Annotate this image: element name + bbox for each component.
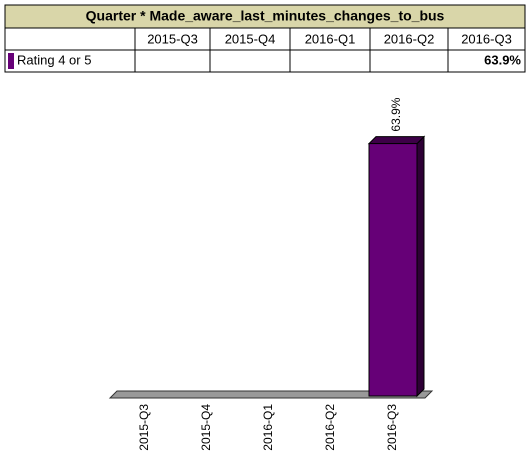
- x-tick-label: 2016-Q2: [323, 404, 337, 451]
- x-tick-label: 2016-Q1: [261, 404, 275, 451]
- bar-side: [416, 135, 425, 398]
- x-tick-label: 2016-Q3: [385, 404, 399, 451]
- x-tick-label: 2015-Q4: [199, 404, 213, 451]
- table-header: 2016-Q2: [384, 31, 435, 46]
- chart-title: Quarter * Made_aware_last_minutes_change…: [86, 8, 445, 24]
- table-header: 2016-Q3: [461, 31, 512, 46]
- floor: [108, 390, 434, 399]
- bar: [368, 143, 418, 397]
- bar-top: [367, 136, 426, 145]
- x-tick-label: 2015-Q3: [137, 404, 151, 451]
- legend-swatch: [8, 53, 14, 69]
- legend-label: Rating 4 or 5: [17, 52, 91, 67]
- table-header: 2016-Q1: [305, 31, 356, 46]
- value-label: 63.9%: [389, 97, 403, 131]
- table-header: 2015-Q3: [147, 31, 198, 46]
- table-header: 2015-Q4: [225, 31, 276, 46]
- table-value: 63.9%: [484, 52, 521, 67]
